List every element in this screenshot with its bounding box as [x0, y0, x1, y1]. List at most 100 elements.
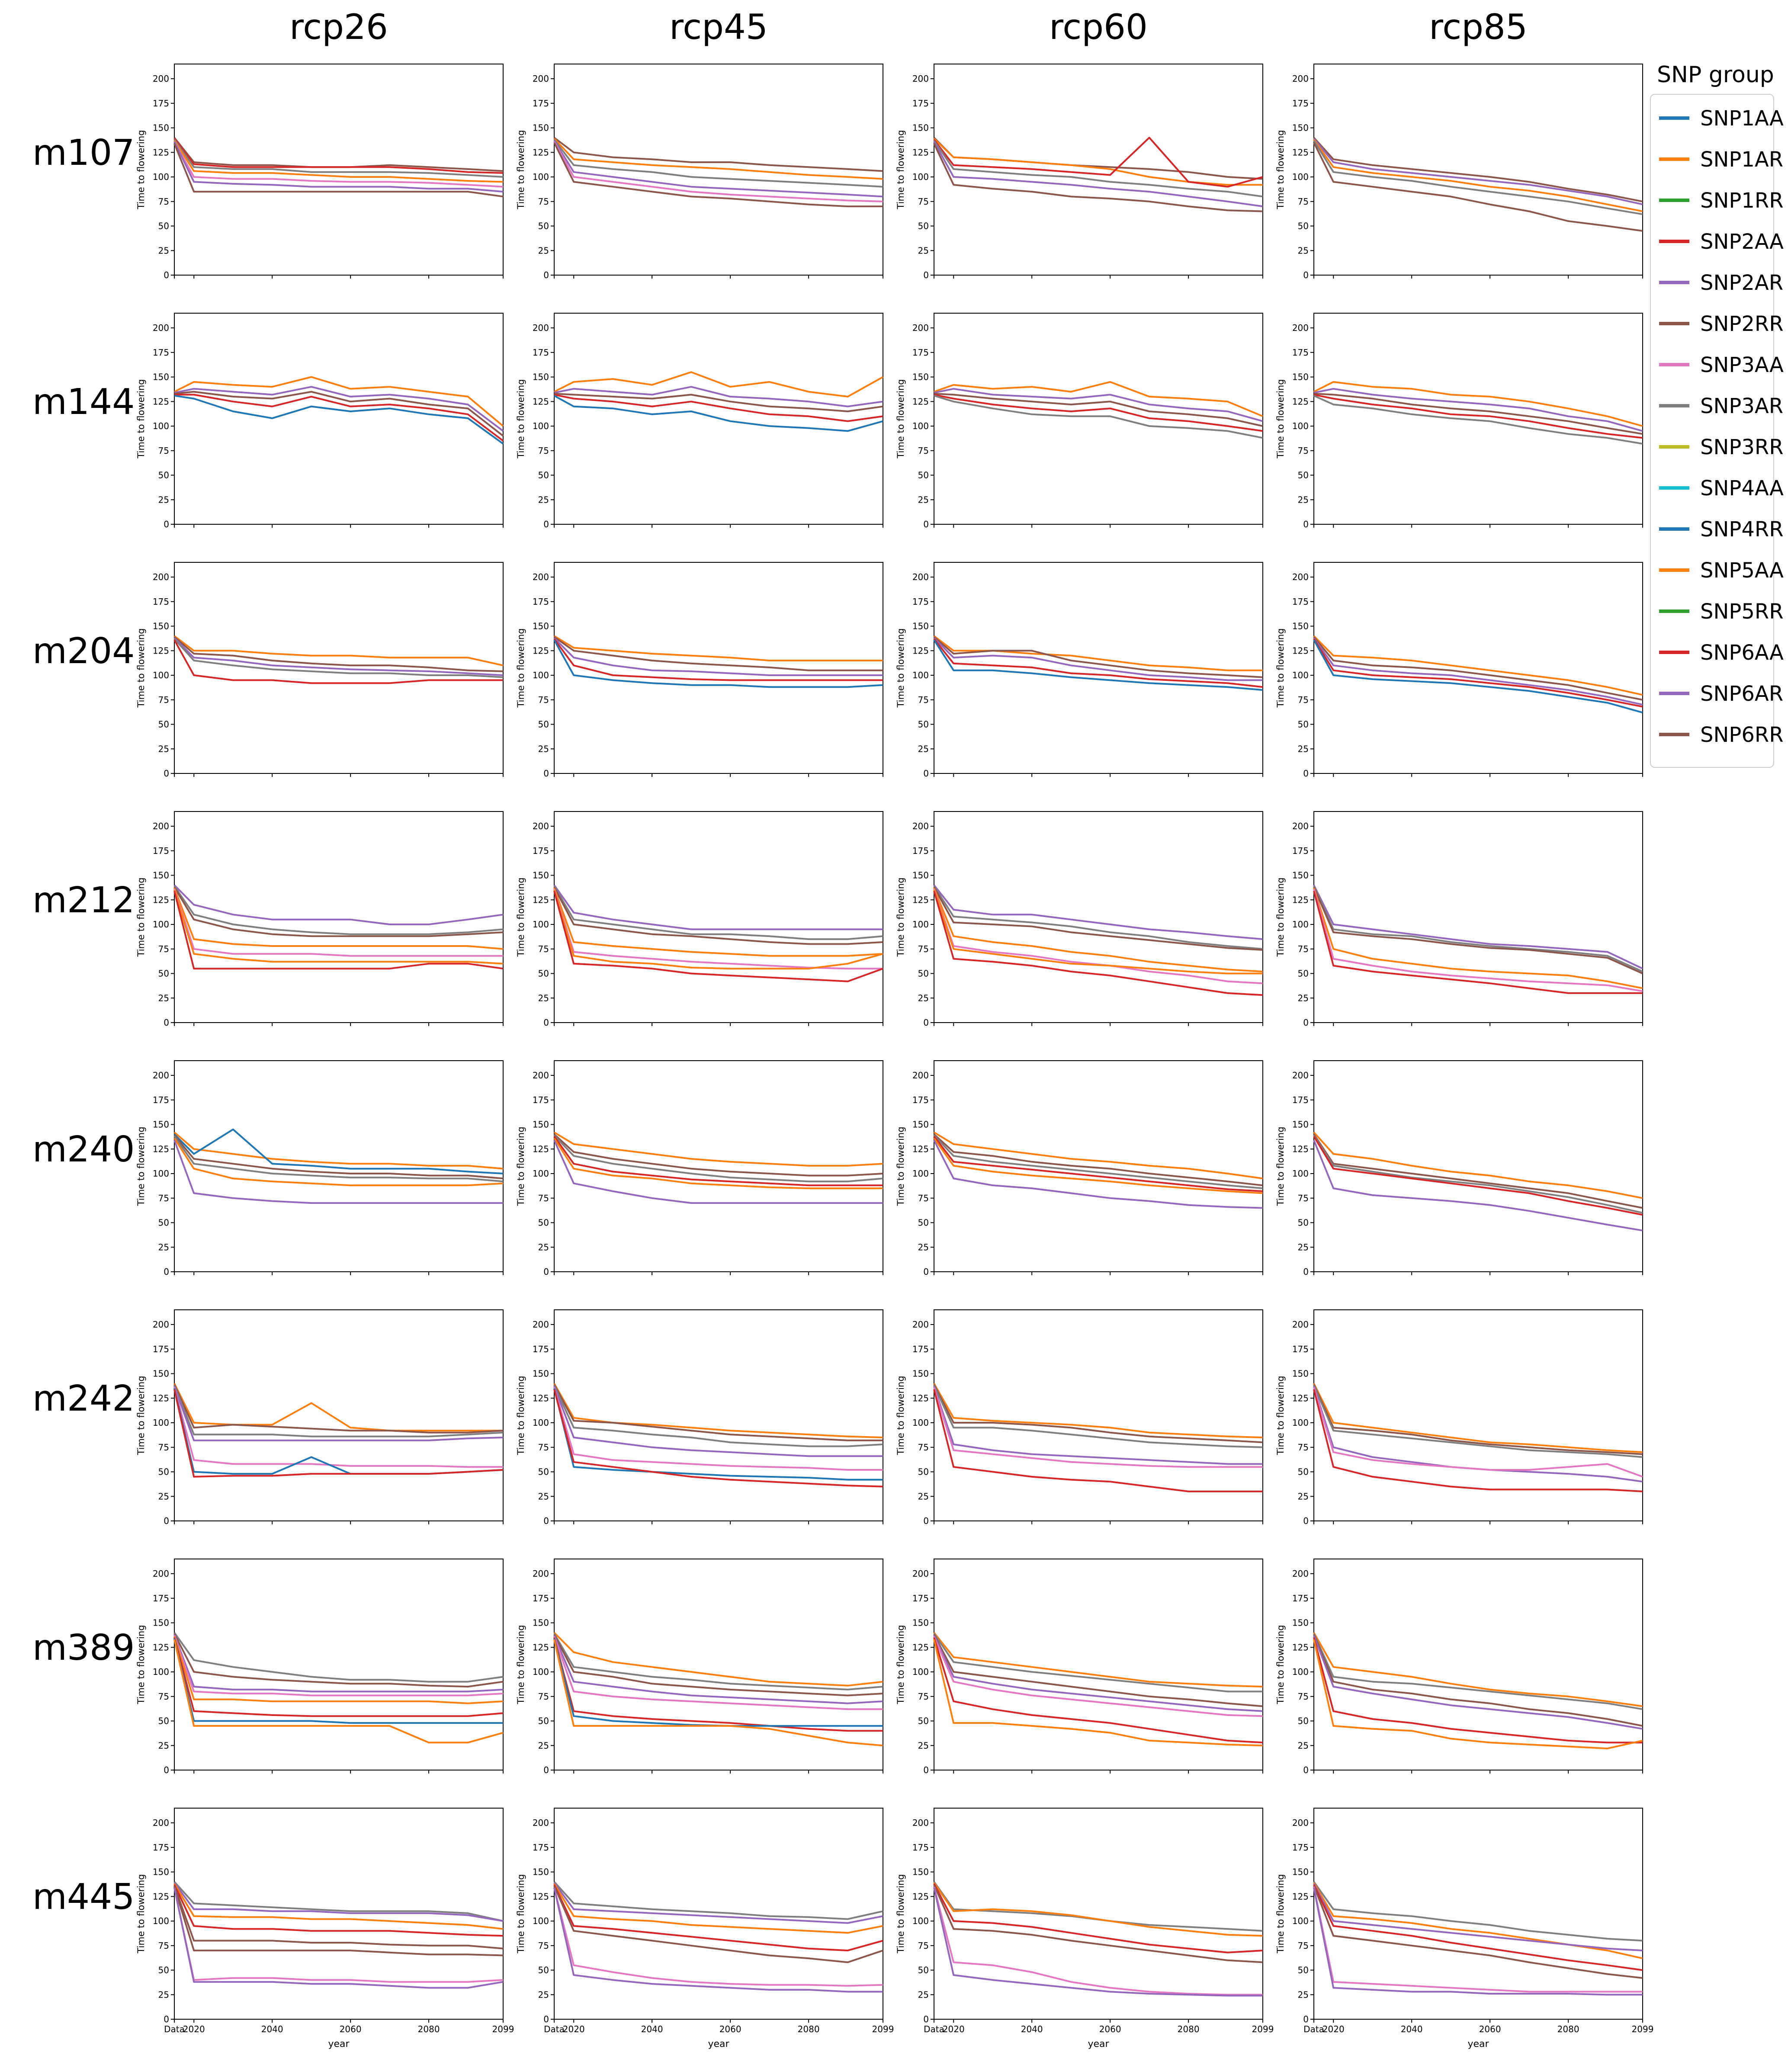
x-tick-label: 2060: [719, 2024, 742, 2034]
y-tick-label: 150: [153, 621, 169, 632]
legend-label-SNP3AA: SNP3AA: [1700, 353, 1784, 377]
x-tick-label: Data: [1303, 2024, 1324, 2034]
panel-m240-rcp60: 0 25 50 75 100 125 150 175 200 Time to flowering: [896, 1060, 1263, 1277]
panel-m107-rcp26: 0 25 50 75 100 125 150 175 200 Time to flowering: [136, 64, 504, 280]
series-line-SNP3AA: [933, 1387, 1263, 1468]
y-tick-label: 50: [918, 1218, 929, 1228]
series-line-SNP2AA: [1313, 1135, 1643, 1216]
series-line-SNP2AR: [173, 1386, 504, 1441]
x-tick-label: 2020: [183, 2024, 205, 2034]
y-tick-label: 25: [1298, 245, 1309, 256]
y-tick-label: 125: [912, 1144, 929, 1154]
y-tick-label: 0: [1303, 768, 1309, 779]
plot-frame: [174, 811, 504, 1023]
y-tick-label: 200: [533, 1070, 549, 1081]
series-line-SNP2RR: [933, 1133, 1263, 1187]
y-tick-label: 175: [1292, 1095, 1309, 1105]
y-tick-label: 125: [1292, 1144, 1309, 1154]
y-tick-label: 150: [1292, 621, 1309, 632]
series-line-SNP2RR: [553, 1384, 883, 1441]
y-tick-label: 25: [158, 1491, 169, 1501]
y-tick-label: 75: [1298, 446, 1309, 456]
series-line-SNP3AR: [933, 1633, 1263, 1693]
panel-m204-rcp45: 0 25 50 75 100 125 150 175 200 Time to flowering: [516, 562, 883, 779]
y-tick-label: 175: [533, 98, 549, 109]
y-tick-label: 125: [912, 147, 929, 157]
plot-frame: [1313, 562, 1643, 774]
x-tick-label: 2020: [1323, 2024, 1345, 2034]
y-tick-label: 50: [1298, 969, 1309, 979]
x-axis-label: year: [1467, 2039, 1489, 2050]
series-line-SNP3AR: [934, 395, 1263, 439]
y-tick-label: 50: [158, 1218, 169, 1228]
y-tick-label: 50: [538, 1218, 549, 1228]
y-tick-label: 200: [912, 1818, 929, 1828]
y-tick-label: 125: [153, 1891, 169, 1902]
y-tick-label: 100: [533, 919, 549, 930]
y-tick-label: 100: [533, 421, 549, 431]
series-line-SNP2AA: [933, 1135, 1263, 1192]
panel-m389-rcp45: 0 25 50 75 100 125 150 175 200 Time to flowering: [516, 1559, 883, 1775]
series-line-SNP1AR: [173, 635, 504, 667]
series-line-SNP2RR: [554, 393, 883, 412]
y-tick-label: 100: [153, 1916, 169, 1926]
series-line-SNP1AR: [1313, 1383, 1643, 1453]
row-title-m144: m144: [32, 382, 135, 423]
y-tick-label: 25: [918, 1740, 929, 1751]
y-tick-label: 0: [164, 1516, 169, 1526]
y-tick-label: 25: [538, 1989, 549, 2000]
y-tick-label: 25: [538, 494, 549, 505]
series-line-SNP2RR: [933, 886, 1263, 951]
y-tick-label: 0: [164, 1267, 169, 1277]
y-tick-label: 0: [164, 270, 169, 280]
series-line-SNP1AR: [1313, 381, 1643, 427]
y-tick-label: 50: [538, 470, 549, 481]
y-tick-label: 125: [533, 895, 549, 905]
y-tick-label: 75: [918, 1691, 929, 1702]
column-title-rcp26: rcp26: [289, 7, 388, 47]
y-tick-label: 150: [153, 1369, 169, 1379]
y-tick-label: 200: [912, 821, 929, 831]
series-line-SNP1AA: [554, 395, 883, 432]
y-tick-label: 25: [918, 744, 929, 754]
y-tick-label: 25: [1298, 744, 1309, 754]
y-tick-label: 100: [912, 919, 929, 930]
x-axis-label: year: [328, 2039, 350, 2050]
y-tick-label: 75: [158, 1940, 169, 1951]
legend-label-SNP4AA: SNP4AA: [1700, 476, 1784, 500]
y-tick-label: 100: [912, 172, 929, 182]
y-axis-label: Time to flowering: [896, 1376, 906, 1455]
series-line-SNP3AR: [173, 1632, 504, 1683]
panel-m107-rcp60: 0 25 50 75 100 125 150 175 200 Time to flowering: [896, 64, 1263, 280]
y-tick-label: 125: [912, 895, 929, 905]
y-tick-label: 150: [1292, 870, 1309, 881]
y-axis-label: Time to flowering: [1275, 1376, 1286, 1455]
x-tick-label: 2060: [340, 2024, 362, 2034]
series-line-SNP2AR: [1313, 637, 1643, 706]
y-tick-label: 75: [158, 196, 169, 207]
legend-label-SNP1RR: SNP1RR: [1700, 189, 1784, 213]
y-tick-label: 150: [912, 621, 929, 632]
x-tick-label: Data: [544, 2024, 565, 2034]
column-title-rcp85: rcp85: [1429, 7, 1528, 47]
series-line-SNP1AR: [553, 1883, 883, 1934]
y-tick-label: 50: [158, 969, 169, 979]
x-tick-label: 2080: [798, 2024, 820, 2034]
y-tick-label: 100: [1292, 1168, 1309, 1179]
y-tick-label: 175: [533, 846, 549, 856]
y-tick-label: 200: [153, 1070, 169, 1081]
legend-label-SNP2AA: SNP2AA: [1700, 230, 1784, 254]
y-tick-label: 0: [543, 2014, 549, 2024]
y-axis-label: Time to flowering: [136, 1376, 146, 1455]
series-line-SNP2RR: [174, 391, 504, 437]
panel-m212-rcp45: 0 25 50 75 100 125 150 175 200 Time to flowering: [516, 811, 883, 1028]
y-axis-label: Time to flowering: [516, 1874, 526, 1953]
panel-m389-rcp60: 0 25 50 75 100 125 150 175 200 Time to flowering: [896, 1559, 1263, 1775]
series-line-SNP5AA: [173, 1138, 504, 1187]
y-tick-label: 25: [158, 744, 169, 754]
y-tick-label: 0: [923, 519, 929, 529]
y-tick-label: 0: [164, 1765, 169, 1775]
y-tick-label: 175: [1292, 1842, 1309, 1853]
y-tick-label: 125: [153, 396, 169, 407]
y-tick-label: 125: [153, 1144, 169, 1154]
